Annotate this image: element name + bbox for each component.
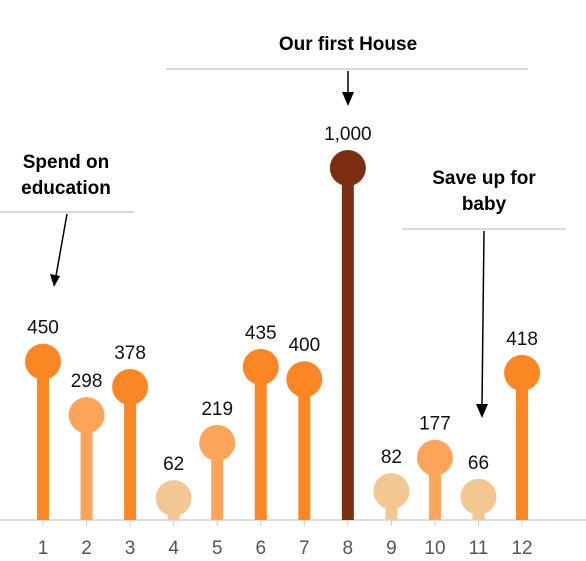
stem-cat-8 — [341, 168, 354, 520]
annotation-education-arrow — [55, 213, 68, 277]
dot-cat-8[interactable] — [329, 150, 366, 186]
value-label-cat-3: 378 — [114, 343, 146, 364]
annotation-house: Our first House — [166, 34, 528, 106]
value-label-cat-9: 82 — [381, 447, 402, 468]
x-tick-label-2: 2 — [81, 538, 92, 559]
dot-cat-10[interactable] — [416, 439, 453, 476]
value-labels: 450 298 378 62 219 435 400 1,000 82 177 66 418 — [27, 124, 538, 475]
x-tick-label-5: 5 — [212, 538, 223, 559]
dot-cat-5[interactable] — [199, 424, 236, 461]
stem-cat-6 — [254, 366, 267, 520]
dot-cat-1[interactable] — [25, 343, 61, 380]
annotation-education-arrowhead — [50, 274, 60, 287]
dot-cat-6[interactable] — [242, 348, 279, 385]
annotation-baby-line1: Save up for — [432, 168, 536, 189]
x-tick-label-10: 10 — [424, 538, 445, 559]
x-tick-label-4: 4 — [168, 538, 179, 559]
x-tick-label-8: 8 — [343, 538, 354, 559]
dot-cat-9[interactable] — [373, 473, 410, 510]
value-label-cat-7: 400 — [288, 335, 320, 356]
value-label-cat-4: 62 — [163, 454, 184, 475]
annotation-house-line1: Our first House — [279, 34, 417, 55]
annotation-baby-arrow — [481, 230, 485, 407]
stem-cat-3 — [124, 386, 137, 520]
value-label-cat-10: 177 — [419, 414, 451, 435]
x-tick-label-6: 6 — [255, 538, 266, 559]
stem-cat-5 — [211, 442, 224, 520]
annotation-baby-arrowhead — [476, 404, 488, 418]
value-label-cat-1: 450 — [27, 318, 59, 339]
value-label-cat-8: 1,000 — [324, 124, 372, 145]
dot-cat-12[interactable] — [504, 354, 541, 391]
dot-cat-11[interactable] — [460, 478, 497, 515]
x-tick-label-3: 3 — [125, 538, 136, 559]
x-tick-label-7: 7 — [299, 538, 310, 559]
dot-cat-7[interactable] — [286, 361, 323, 398]
annotation-house-arrowhead — [342, 92, 354, 106]
x-tick-label-11: 11 — [469, 538, 489, 559]
value-label-cat-5: 219 — [201, 399, 233, 420]
annotation-education-line1: Spend on — [23, 152, 110, 173]
x-tick-label-12: 12 — [511, 538, 532, 559]
x-axis-ticks: 1 2 3 4 5 6 7 8 9 10 11 12 — [38, 520, 533, 559]
dot-cat-3[interactable] — [112, 368, 149, 405]
value-label-cat-12: 418 — [506, 329, 538, 350]
stem-cat-7 — [298, 379, 311, 520]
value-label-cat-2: 298 — [71, 371, 103, 392]
annotation-education: Spend on education — [0, 152, 134, 287]
lollipop-dots — [25, 150, 541, 517]
stem-cat-12 — [516, 372, 529, 520]
lollipop-stems — [37, 168, 529, 520]
annotation-education-line2: education — [21, 178, 111, 199]
stem-cat-1 — [37, 361, 49, 520]
annotation-baby-line2: baby — [462, 194, 507, 215]
x-tick-label-1: 1 — [38, 538, 49, 559]
stem-cat-2 — [80, 415, 93, 520]
annotation-baby: Save up for baby — [402, 168, 566, 418]
dot-cat-2[interactable] — [68, 397, 105, 434]
dot-cat-4[interactable] — [155, 480, 192, 517]
value-label-cat-6: 435 — [245, 323, 277, 344]
value-label-cat-11: 66 — [468, 453, 489, 474]
x-tick-label-9: 9 — [386, 538, 397, 559]
